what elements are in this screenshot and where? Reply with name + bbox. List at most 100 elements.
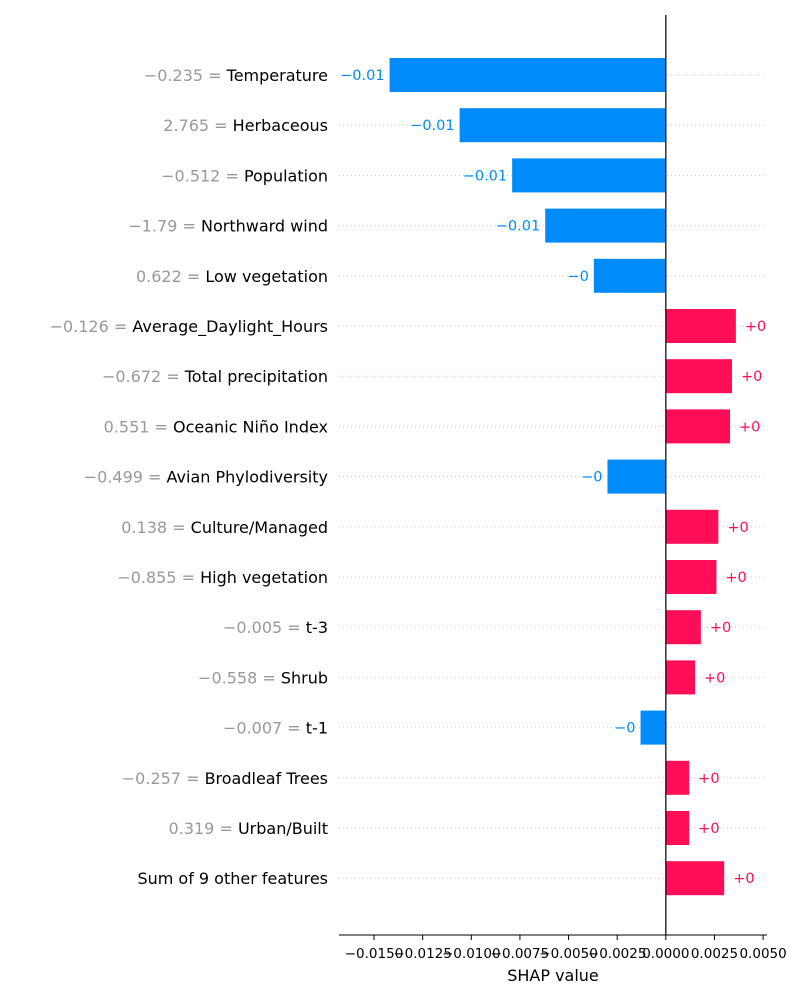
bar-value-label: +0: [710, 620, 731, 636]
shap-bar: [665, 509, 719, 544]
bar-value-label: +0: [745, 319, 766, 335]
bar-value-label: +0: [704, 670, 725, 686]
feature-name: Culture/Managed: [191, 518, 328, 537]
feature-label: −0.499 = Avian Phylodiversity: [84, 468, 328, 487]
shap-bar: [665, 409, 731, 444]
feature-value: −0.235: [144, 66, 203, 85]
equals-sign: =: [282, 618, 306, 637]
equals-sign: =: [167, 518, 191, 537]
feature-label: −0.672 = Total precipitation: [102, 367, 328, 386]
feature-name: Temperature: [226, 66, 328, 85]
shap-bar: [665, 560, 717, 594]
x-axis-title: SHAP value: [507, 966, 599, 985]
feature-label: −1.79 = Northward wind: [128, 217, 328, 236]
feature-label: 2.765 = Herbaceous: [163, 116, 328, 135]
equals-sign: =: [109, 317, 133, 336]
feature-label: 0.138 = Culture/Managed: [121, 518, 328, 537]
x-tick-label: 0.0050: [739, 946, 786, 962]
feature-label: −0.512 = Population: [161, 166, 328, 185]
shap-bar: [389, 58, 666, 92]
feature-name: Sum of 9 other features: [137, 869, 328, 888]
feature-value: −0.126: [50, 317, 109, 336]
feature-value: 0.622: [136, 267, 182, 286]
x-tick-label: 0.0025: [691, 946, 738, 962]
bar-value-label: −0: [614, 721, 635, 737]
feature-value: 0.138: [121, 518, 167, 537]
feature-name: Avian Phylodiversity: [167, 468, 328, 487]
equals-sign: =: [161, 367, 185, 386]
feature-name: Population: [244, 166, 328, 185]
bar-value-label: +0: [698, 821, 719, 837]
bars: [389, 58, 736, 896]
row-gridlines: [339, 74, 767, 879]
feature-value: 0.319: [169, 819, 215, 838]
feature-value: −0.499: [84, 468, 143, 487]
feature-name: Northward wind: [201, 217, 328, 236]
feature-value: −0.558: [198, 668, 257, 687]
equals-sign: =: [209, 116, 233, 135]
feature-label: −0.005 = t-3: [223, 618, 328, 637]
row-labels: −0.01 −0.235 = Temperature −0.01 2.765 = He…: [50, 66, 767, 888]
feature-value: −0.855: [117, 568, 176, 587]
bar-value-label: +0: [698, 771, 719, 787]
feature-name: t-3: [306, 618, 328, 637]
equals-sign: =: [220, 166, 244, 185]
shap-bar: [665, 309, 736, 343]
feature-name: Broadleaf Trees: [205, 769, 328, 788]
shap-bar: [593, 258, 666, 293]
feature-name: Urban/Built: [238, 819, 328, 838]
x-tick-label: −0.0100: [442, 946, 501, 962]
x-tick-label: −0.0075: [491, 946, 550, 962]
bar-value-label: −0.01: [463, 168, 507, 184]
feature-label: −0.126 = Average_Daylight_Hours: [50, 317, 328, 337]
feature-value: 0.551: [104, 417, 150, 436]
feature-name: t-1: [306, 719, 328, 738]
equals-sign: =: [143, 468, 167, 487]
feature-name: Average_Daylight_Hours: [132, 317, 328, 337]
feature-label: −0.007 = t-1: [223, 719, 328, 738]
feature-label: −0.257 = Broadleaf Trees: [122, 769, 328, 788]
equals-sign: =: [182, 267, 206, 286]
x-tick-label: −0.0125: [393, 946, 452, 962]
shap-bar: [665, 760, 690, 795]
feature-label: 0.551 = Oceanic Niño Index: [104, 417, 328, 436]
shap-bar: [665, 359, 732, 394]
x-tick-label: −0.0050: [539, 946, 598, 962]
shap-bar: [545, 208, 666, 243]
bar-value-label: +0: [733, 871, 754, 887]
bar-value-label: −0.01: [410, 118, 454, 134]
shap-bar: [665, 861, 725, 896]
bar-value-label: −0.01: [340, 68, 384, 84]
equals-sign: =: [177, 568, 201, 587]
bar-value-label: +0: [725, 570, 746, 586]
feature-name: Oceanic Niño Index: [173, 417, 328, 436]
equals-sign: =: [149, 417, 173, 436]
equals-sign: =: [181, 769, 205, 788]
shap-bar: [640, 710, 666, 745]
feature-value: 2.765: [163, 116, 209, 135]
bar-value-label: +0: [741, 369, 762, 385]
shap-bar: [607, 459, 666, 494]
feature-value: −0.257: [122, 769, 181, 788]
feature-name: Total precipitation: [184, 367, 328, 386]
bar-value-label: −0: [581, 470, 602, 486]
bar-value-label: +0: [739, 419, 760, 435]
x-axis: −0.0150−0.0125−0.0100−0.0075−0.0050−0.00…: [339, 15, 787, 962]
equals-sign: =: [177, 217, 201, 236]
equals-sign: =: [282, 719, 306, 738]
bar-value-label: −0: [567, 269, 588, 285]
shap-bar: [459, 108, 666, 143]
feature-label: −0.235 = Temperature: [144, 66, 328, 85]
shap-bar: [665, 811, 690, 845]
feature-value: −0.512: [161, 166, 220, 185]
feature-label: −0.558 = Shrub: [198, 668, 328, 687]
bar-value-label: +0: [727, 520, 748, 536]
feature-label: −0.855 = High vegetation: [117, 568, 328, 587]
shap-bar: [512, 158, 666, 193]
feature-name: Shrub: [281, 668, 328, 687]
equals-sign: =: [257, 668, 281, 687]
feature-name: High vegetation: [200, 568, 328, 587]
x-tick-label: −0.0025: [588, 946, 647, 962]
feature-name: Herbaceous: [233, 116, 328, 135]
